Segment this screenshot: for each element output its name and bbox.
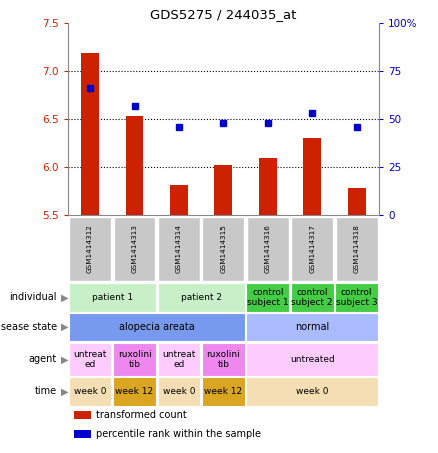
Text: week 0: week 0 <box>74 387 106 396</box>
Text: untreat
ed: untreat ed <box>74 350 107 369</box>
Text: ▶: ▶ <box>60 354 68 364</box>
Bar <box>158 217 200 281</box>
Bar <box>126 116 143 216</box>
Text: alopecia areata: alopecia areata <box>119 322 194 332</box>
Text: GSM1414313: GSM1414313 <box>131 225 138 274</box>
Title: GDS5275 / 244035_at: GDS5275 / 244035_at <box>150 9 297 21</box>
Bar <box>291 283 334 312</box>
Bar <box>69 313 245 342</box>
Text: week 12: week 12 <box>116 387 154 396</box>
Text: disease state: disease state <box>0 322 57 332</box>
Bar <box>348 188 366 216</box>
Text: GSM1414312: GSM1414312 <box>87 225 93 274</box>
Text: patient 2: patient 2 <box>180 293 222 302</box>
Text: ▶: ▶ <box>60 293 68 303</box>
Bar <box>158 342 200 376</box>
Bar <box>202 342 245 376</box>
Bar <box>69 217 111 281</box>
Bar <box>247 217 289 281</box>
Bar <box>247 342 378 376</box>
Text: control
subject 2: control subject 2 <box>291 288 333 307</box>
Text: GSM1414316: GSM1414316 <box>265 225 271 274</box>
Bar <box>304 138 321 216</box>
Text: ruxolini
tib: ruxolini tib <box>118 350 152 369</box>
Bar <box>69 342 111 376</box>
Text: GSM1414317: GSM1414317 <box>309 225 315 274</box>
Bar <box>158 377 200 405</box>
Text: transformed count: transformed count <box>96 410 187 419</box>
Bar <box>215 165 232 216</box>
Bar <box>81 53 99 216</box>
Text: ▶: ▶ <box>60 322 68 332</box>
Text: GSM1414318: GSM1414318 <box>353 225 360 274</box>
Text: patient 1: patient 1 <box>92 293 133 302</box>
Bar <box>336 217 378 281</box>
Text: control
subject 1: control subject 1 <box>247 288 289 307</box>
Text: GSM1414315: GSM1414315 <box>220 225 226 274</box>
Text: control
subject 3: control subject 3 <box>336 288 378 307</box>
Bar <box>202 217 244 281</box>
Text: time: time <box>35 386 57 396</box>
Bar <box>69 283 156 312</box>
Bar <box>74 430 91 439</box>
Text: week 12: week 12 <box>204 387 243 396</box>
Bar <box>259 158 277 216</box>
Bar <box>291 217 333 281</box>
Text: agent: agent <box>29 354 57 364</box>
Text: individual: individual <box>10 293 57 303</box>
Bar <box>158 283 245 312</box>
Text: GSM1414314: GSM1414314 <box>176 225 182 274</box>
Text: untreat
ed: untreat ed <box>162 350 196 369</box>
Bar <box>113 217 155 281</box>
Text: untreated: untreated <box>290 355 335 364</box>
Text: percentile rank within the sample: percentile rank within the sample <box>96 429 261 439</box>
Bar <box>247 283 289 312</box>
Bar <box>170 184 188 216</box>
Text: week 0: week 0 <box>296 387 328 396</box>
Bar <box>247 313 378 342</box>
Text: ruxolini
tib: ruxolini tib <box>206 350 240 369</box>
Text: ▶: ▶ <box>60 386 68 396</box>
Bar <box>69 377 111 405</box>
Bar <box>336 283 378 312</box>
Bar <box>113 342 156 376</box>
Bar <box>247 377 378 405</box>
Bar <box>74 411 91 419</box>
Text: week 0: week 0 <box>162 387 195 396</box>
Bar <box>202 377 245 405</box>
Text: normal: normal <box>295 322 329 332</box>
Bar <box>113 377 156 405</box>
